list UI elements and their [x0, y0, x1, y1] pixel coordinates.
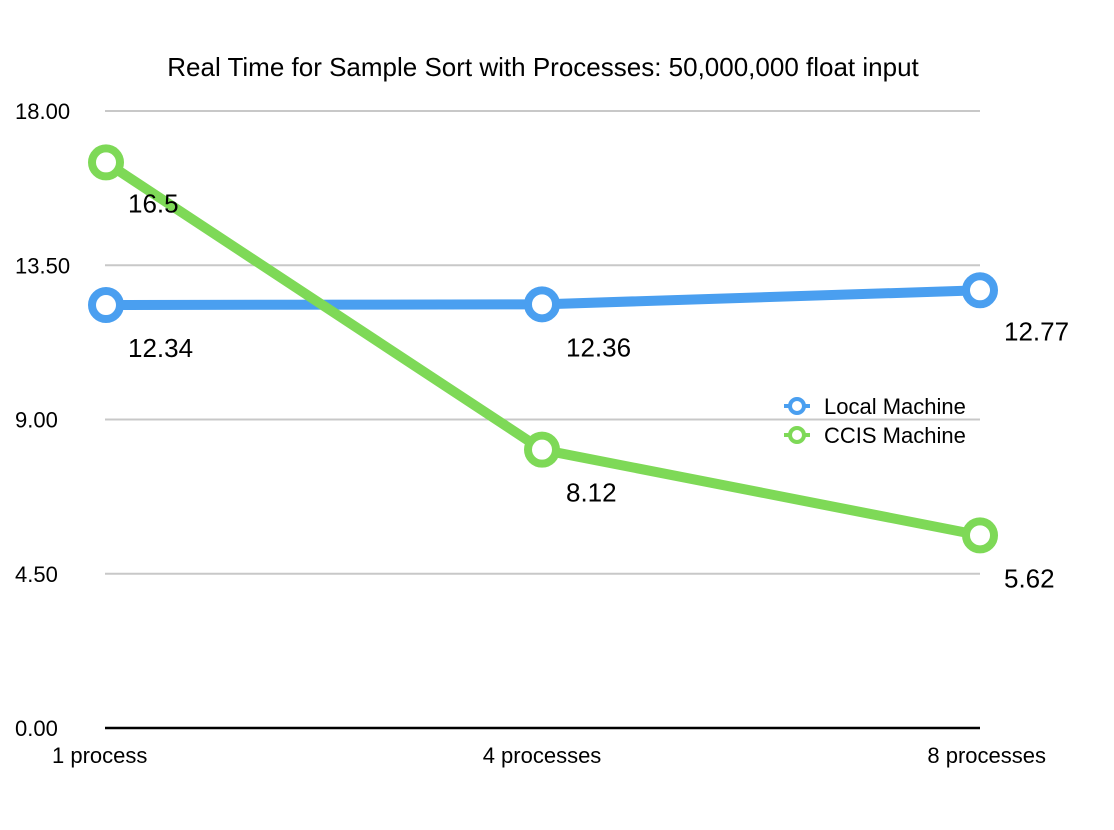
series-lines — [88, 144, 998, 554]
y-axis-ticks: 0.00 4.50 9.00 13.50 18.00 — [15, 99, 70, 741]
series-local-machine — [88, 272, 998, 324]
data-point — [524, 286, 560, 323]
data-point — [88, 287, 124, 324]
data-point — [962, 272, 998, 309]
y-tick-label: 13.50 — [15, 253, 70, 278]
legend-marker — [788, 426, 806, 444]
series-line — [101, 157, 985, 541]
y-tick-label: 18.00 — [15, 99, 70, 124]
chart-title: Real Time for Sample Sort with Processes… — [167, 52, 919, 82]
legend-marker — [788, 397, 806, 415]
x-tick-label: 1 process — [52, 743, 147, 768]
legend-item: Local Machine — [784, 394, 966, 419]
data-label: 8.12 — [566, 478, 617, 508]
legend-label: CCIS Machine — [824, 423, 966, 448]
data-label: 5.62 — [1004, 563, 1055, 593]
data-label: 12.34 — [128, 333, 193, 363]
x-axis-ticks: 1 process 4 processes 8 processes — [52, 743, 1046, 768]
y-tick-label: 0.00 — [15, 716, 58, 741]
legend-label: Local Machine — [824, 394, 966, 419]
legend-item: CCIS Machine — [784, 423, 966, 448]
legend: Local Machine CCIS Machine — [784, 394, 966, 448]
x-tick-label: 4 processes — [483, 743, 602, 768]
data-labels: 12.34 12.36 12.77 16.5 8.12 5.62 — [128, 188, 1069, 593]
gridlines — [105, 110, 980, 575]
data-point — [524, 431, 560, 468]
data-label: 12.36 — [566, 332, 631, 362]
data-point — [88, 144, 124, 181]
series-ccis-machine — [88, 144, 998, 554]
data-label: 12.77 — [1004, 316, 1069, 346]
y-tick-label: 4.50 — [15, 562, 58, 587]
data-point — [962, 517, 998, 554]
x-tick-label: 8 processes — [927, 743, 1046, 768]
data-label: 16.5 — [128, 188, 179, 218]
y-tick-label: 9.00 — [15, 408, 58, 433]
